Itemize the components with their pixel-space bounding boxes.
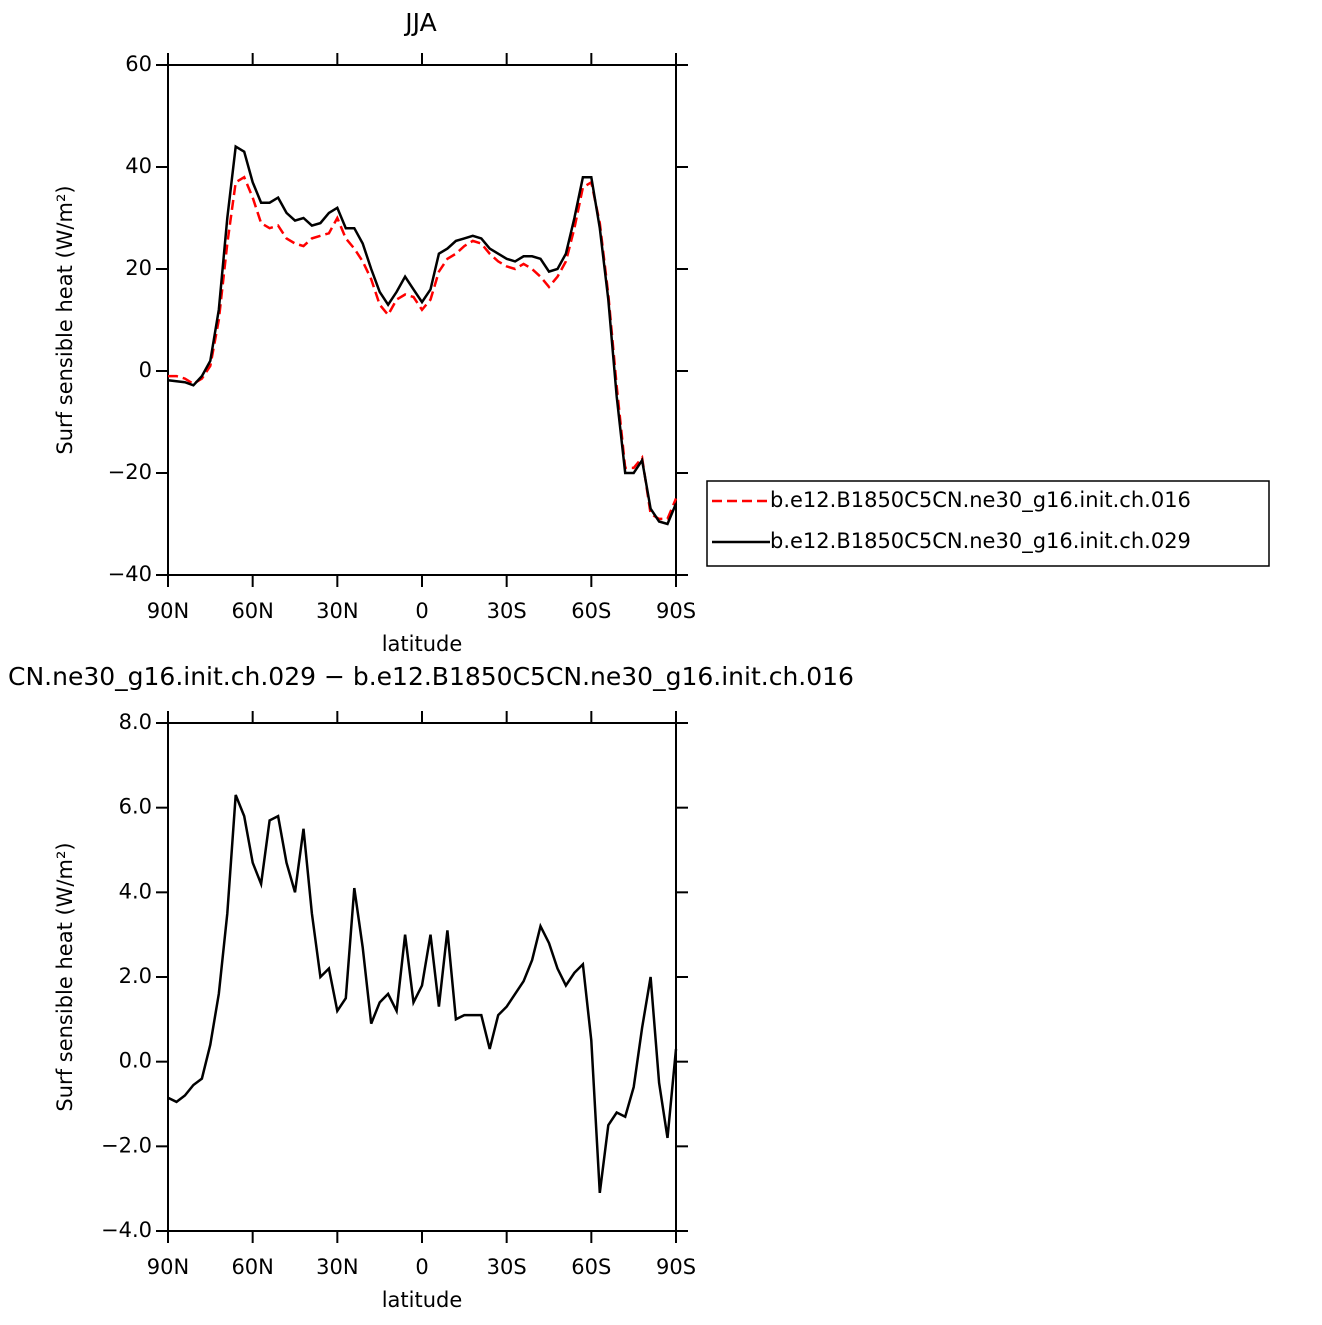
x-tick-label: 30S xyxy=(487,1255,527,1279)
x-tick-label: 0 xyxy=(415,1255,428,1279)
chart-title: JJA xyxy=(403,8,436,37)
legend-label: b.e12.B1850C5CN.ne30_g16.init.ch.016 xyxy=(770,488,1191,513)
legend-box xyxy=(706,480,1270,567)
x-tick-label: 30S xyxy=(487,599,527,623)
y-tick-label: 8.0 xyxy=(119,710,152,734)
x-tick-label: 90S xyxy=(656,1255,696,1279)
y-tick-label: −2.0 xyxy=(101,1133,152,1157)
x-tick-label: 60S xyxy=(571,1255,611,1279)
y-tick-label: 6.0 xyxy=(119,795,152,819)
x-tick-label: 0 xyxy=(415,599,428,623)
x-tick-label: 90S xyxy=(656,599,696,623)
x-tick-label: 60N xyxy=(231,1255,273,1279)
x-tick-label: 90N xyxy=(147,599,189,623)
y-tick-label: 40 xyxy=(125,154,152,178)
y-tick-label: 60 xyxy=(125,52,152,76)
y-tick-label: −20 xyxy=(108,460,152,484)
x-tick-label: 90N xyxy=(147,1255,189,1279)
y-tick-label: 0 xyxy=(139,358,152,382)
x-axis-label: latitude xyxy=(382,632,463,656)
y-tick-label: −40 xyxy=(108,562,152,586)
plot-frame xyxy=(167,722,677,1232)
x-axis-label: latitude xyxy=(382,1288,463,1312)
line-series xyxy=(167,794,678,1194)
x-tick-label: 60S xyxy=(571,599,611,623)
x-tick-label: 30N xyxy=(316,1255,358,1279)
y-tick-label: 0.0 xyxy=(119,1049,152,1073)
y-axis-label: Surf sensible heat (W/m²) xyxy=(53,185,77,454)
x-tick-label: 60N xyxy=(231,599,273,623)
chart-title: CN.ne30_g16.init.ch.029 − b.e12.B1850C5C… xyxy=(8,662,854,691)
y-tick-label: 4.0 xyxy=(119,879,152,903)
y-tick-label: 2.0 xyxy=(119,964,152,988)
y-tick-label: 20 xyxy=(125,256,152,280)
line-series xyxy=(167,144,678,526)
y-tick-label: −4.0 xyxy=(101,1218,152,1242)
plot-frame xyxy=(167,64,677,576)
x-tick-label: 30N xyxy=(316,599,358,623)
legend-label: b.e12.B1850C5CN.ne30_g16.init.ch.029 xyxy=(770,529,1191,554)
y-axis-label: Surf sensible heat (W/m²) xyxy=(53,842,77,1111)
